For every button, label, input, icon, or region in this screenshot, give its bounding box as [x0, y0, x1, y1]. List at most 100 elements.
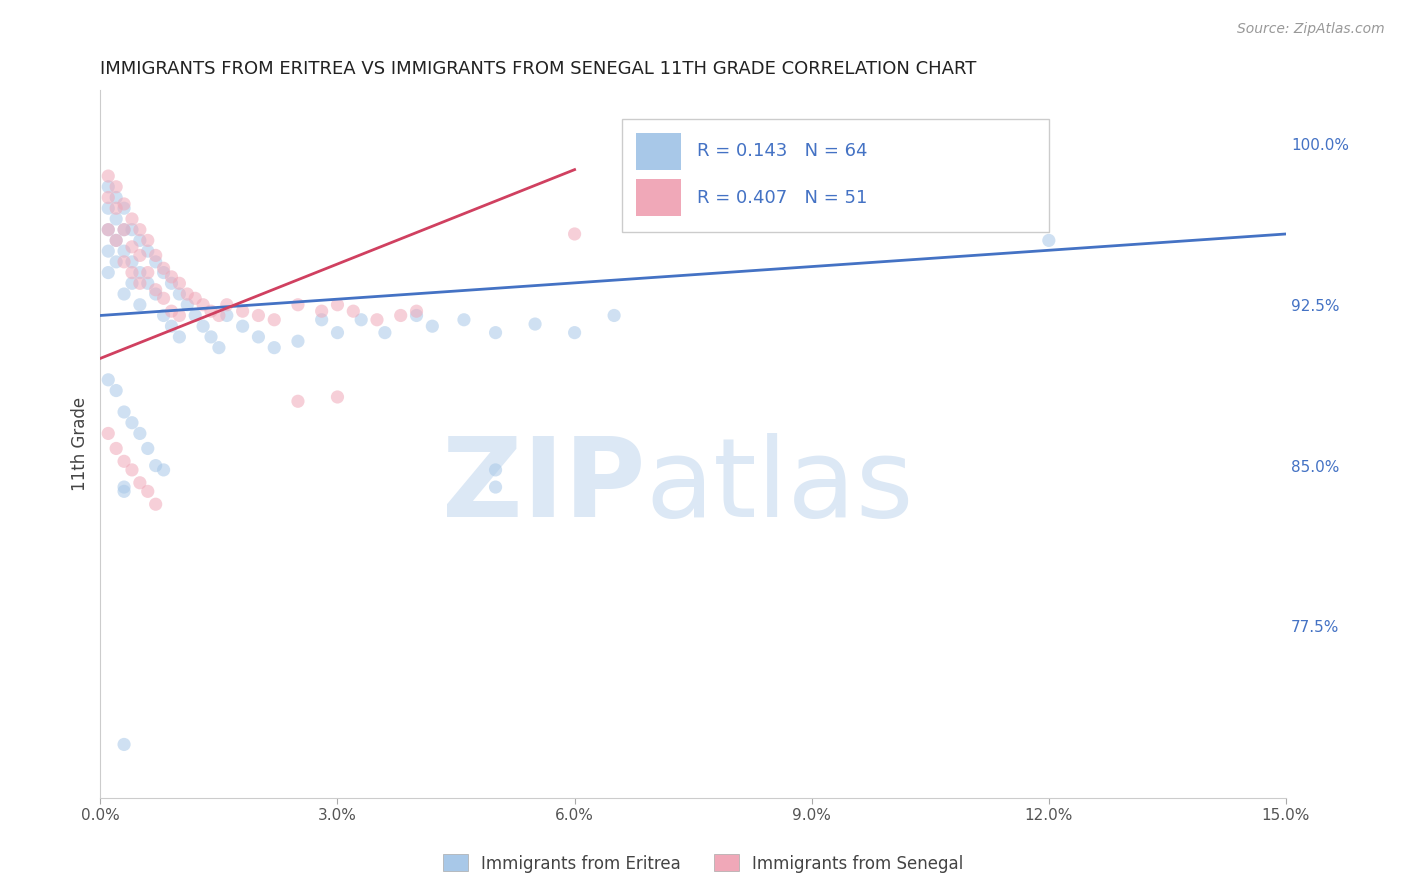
Point: [160, 304, 183, 318]
Point: [389, 309, 412, 323]
Text: R = 0.143   N = 64: R = 0.143 N = 64: [697, 142, 868, 161]
Text: IMMIGRANTS FROM ERITREA VS IMMIGRANTS FROM SENEGAL 11TH GRADE CORRELATION CHART: IMMIGRANTS FROM ERITREA VS IMMIGRANTS FR…: [100, 60, 977, 78]
Point: [191, 298, 214, 312]
Point: [169, 330, 191, 344]
Point: [145, 248, 167, 262]
Point: [112, 287, 135, 301]
Point: [420, 319, 443, 334]
Point: [97, 426, 120, 441]
Point: [524, 317, 547, 331]
Point: [112, 484, 135, 499]
Point: [184, 291, 207, 305]
Point: [105, 384, 128, 398]
Point: [145, 497, 167, 511]
Point: [152, 261, 174, 276]
Point: [105, 234, 128, 248]
Point: [112, 197, 135, 211]
Point: [112, 222, 135, 236]
Point: [121, 240, 143, 254]
Point: [311, 304, 333, 318]
Point: [97, 201, 120, 215]
Point: [1038, 234, 1060, 248]
Point: [484, 326, 506, 340]
Point: [112, 244, 135, 259]
Point: [145, 283, 167, 297]
Point: [121, 463, 143, 477]
Point: [366, 312, 388, 326]
Point: [97, 373, 120, 387]
Point: [287, 394, 309, 409]
Bar: [637, 179, 682, 216]
Point: [128, 222, 150, 236]
Point: [145, 458, 167, 473]
Point: [136, 234, 159, 248]
Point: [145, 287, 167, 301]
Point: [326, 326, 349, 340]
Point: [247, 309, 270, 323]
Point: [105, 442, 128, 456]
Point: [112, 405, 135, 419]
Point: [105, 179, 128, 194]
Point: [208, 309, 231, 323]
Point: [208, 341, 231, 355]
Point: [405, 304, 427, 318]
Point: [112, 201, 135, 215]
Point: [287, 334, 309, 349]
Point: [152, 291, 174, 305]
Point: [97, 169, 120, 183]
Point: [200, 304, 222, 318]
Point: [112, 222, 135, 236]
Point: [136, 484, 159, 499]
Point: [97, 222, 120, 236]
Point: [128, 234, 150, 248]
Point: [128, 426, 150, 441]
Point: [176, 287, 198, 301]
Point: [136, 244, 159, 259]
Point: [121, 266, 143, 280]
Point: [160, 277, 183, 291]
Point: [200, 330, 222, 344]
Point: [105, 190, 128, 204]
Point: [121, 222, 143, 236]
Point: [311, 312, 333, 326]
Point: [350, 312, 373, 326]
Point: [169, 277, 191, 291]
Point: [97, 190, 120, 204]
Text: ZIP: ZIP: [443, 434, 645, 541]
FancyBboxPatch shape: [621, 119, 1049, 232]
Point: [287, 298, 309, 312]
Point: [603, 309, 626, 323]
Text: atlas: atlas: [645, 434, 914, 541]
Point: [136, 442, 159, 456]
Point: [112, 454, 135, 468]
Point: [136, 266, 159, 280]
Point: [247, 330, 270, 344]
Point: [97, 179, 120, 194]
Point: [121, 416, 143, 430]
Point: [128, 475, 150, 490]
Point: [105, 201, 128, 215]
Bar: [637, 133, 682, 169]
Point: [232, 304, 254, 318]
Point: [97, 244, 120, 259]
Point: [453, 312, 475, 326]
Point: [105, 211, 128, 226]
Point: [152, 463, 174, 477]
Point: [97, 266, 120, 280]
Point: [145, 255, 167, 269]
Point: [128, 248, 150, 262]
Point: [176, 298, 198, 312]
Point: [128, 266, 150, 280]
Point: [112, 738, 135, 752]
Point: [121, 277, 143, 291]
Point: [484, 480, 506, 494]
Point: [112, 480, 135, 494]
Point: [326, 390, 349, 404]
Text: Source: ZipAtlas.com: Source: ZipAtlas.com: [1237, 22, 1385, 37]
Point: [484, 463, 506, 477]
Point: [121, 255, 143, 269]
Point: [232, 319, 254, 334]
Point: [564, 326, 586, 340]
Point: [564, 227, 586, 241]
Point: [136, 277, 159, 291]
